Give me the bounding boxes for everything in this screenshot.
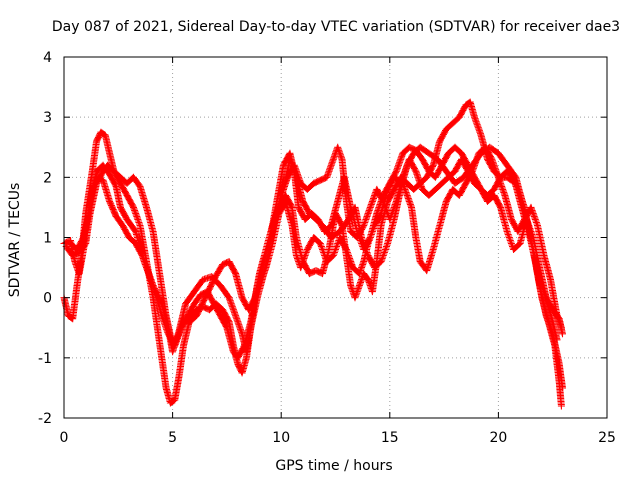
y-tick-label: 2: [43, 170, 52, 186]
x-tick-label: 5: [168, 430, 177, 446]
x-tick-label: 10: [272, 430, 290, 446]
y-tick-label: -1: [38, 351, 52, 367]
chart-title: Day 087 of 2021, Sidereal Day-to-day VTE…: [52, 19, 620, 35]
y-tick-label: 1: [43, 231, 52, 247]
x-tick-label: 20: [489, 430, 507, 446]
axis-ticks: 0 5 10 15 20 25 -2 -1 0 1 2 3 4: [38, 50, 616, 446]
y-tick-label: 4: [43, 50, 52, 66]
y-axis-label: SDTVAR / TECUs: [7, 183, 23, 298]
x-tick-label: 25: [598, 430, 616, 446]
x-axis-label: GPS time / hours: [275, 458, 392, 474]
series-track-5: [256, 143, 565, 332]
series-track-4: [67, 143, 561, 362]
y-tick-label: 3: [43, 110, 52, 126]
x-tick-label: 0: [60, 430, 69, 446]
x-tick-label: 15: [381, 430, 399, 446]
data-series: [60, 98, 566, 410]
y-tick-label: -2: [38, 411, 52, 427]
y-tick-label: 0: [43, 291, 52, 307]
